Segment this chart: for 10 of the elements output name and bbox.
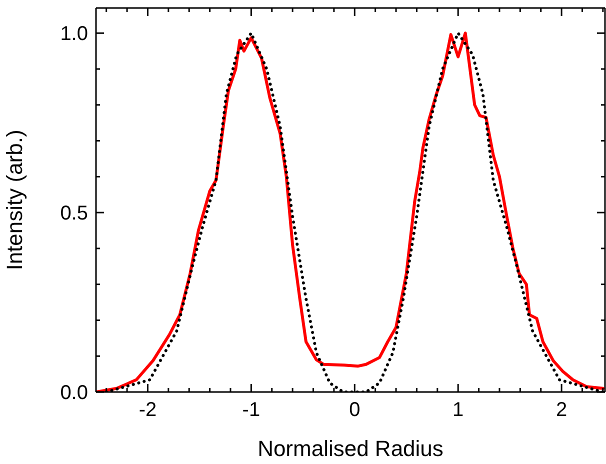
y-axis-title: Intensity (arb.): [2, 130, 27, 270]
x-tick-label: 0: [349, 399, 360, 421]
x-tick-label: -1: [242, 399, 260, 421]
x-tick-label: 1: [452, 399, 464, 421]
y-tick-label: 1.0: [60, 23, 88, 46]
x-tick-label: 2: [556, 399, 568, 421]
y-tick-label: 0.0: [60, 382, 88, 404]
x-axis-title: Normalised Radius: [258, 436, 444, 461]
y-tick-label: 0.5: [60, 202, 88, 225]
x-tick-label: -2: [138, 399, 157, 421]
